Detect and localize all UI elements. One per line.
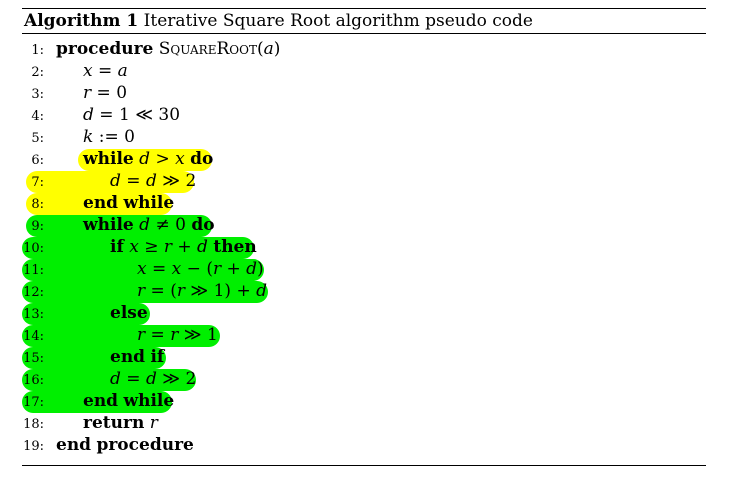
code-text: end if xyxy=(110,347,165,367)
line-number: 18: xyxy=(23,417,44,432)
code-text: while d ≠ 0 do xyxy=(83,215,215,235)
line-number: 11: xyxy=(23,263,44,278)
code-text: return r xyxy=(83,413,158,433)
code-text: k := 0 xyxy=(83,127,135,147)
code-text: r = r ≫ 1 xyxy=(137,325,218,345)
highlight-green-17 xyxy=(22,391,172,413)
highlight-green-12 xyxy=(22,281,268,303)
line-number: 8: xyxy=(31,197,44,212)
line-number: 13: xyxy=(23,307,44,322)
highlight-green-16 xyxy=(22,369,196,391)
line-number: 15: xyxy=(23,351,44,366)
line-number: 9: xyxy=(31,219,44,234)
code-text: end while xyxy=(83,193,175,213)
line-number: 12: xyxy=(23,285,44,300)
line-number: 19: xyxy=(23,439,44,454)
highlight-green-14 xyxy=(22,325,220,347)
highlight-green-9 xyxy=(26,215,212,237)
line-number: 16: xyxy=(23,373,44,388)
code-text: x = a xyxy=(83,61,128,81)
code-text: r = (r ≫ 1) + d xyxy=(137,281,268,301)
highlight-green-13 xyxy=(22,303,150,325)
code-text: else xyxy=(110,303,148,323)
line-number: 14: xyxy=(23,329,44,344)
code-text: d = d ≫ 2 xyxy=(110,369,197,389)
code-text: x = x − (r + d) xyxy=(137,259,264,279)
highlight-yellow-6 xyxy=(78,149,212,171)
highlight-green-10 xyxy=(22,237,254,259)
algorithm-caption: Algorithm 1 Iterative Square Root algori… xyxy=(24,11,533,31)
line-number: 10: xyxy=(23,241,44,256)
highlight-yellow-8 xyxy=(26,193,172,215)
code-text: d = d ≫ 2 xyxy=(110,171,197,191)
caption-label: Algorithm 1 xyxy=(24,11,139,31)
line-number: 17: xyxy=(23,395,44,410)
code-text: procedure SquareRoot(a) xyxy=(56,39,281,59)
line-number: 7: xyxy=(31,175,44,190)
line-number: 4: xyxy=(31,109,44,124)
highlight-yellow-7 xyxy=(26,171,194,193)
highlight-green-11 xyxy=(22,259,264,281)
caption-text: Iterative Square Root algorithm pseudo c… xyxy=(143,11,533,31)
line-number: 1: xyxy=(31,43,44,58)
highlight-green-15 xyxy=(22,347,166,369)
bottom-rule xyxy=(22,465,706,466)
code-text: d = 1 ≪ 30 xyxy=(83,105,181,125)
top-rule xyxy=(22,8,706,9)
line-number: 5: xyxy=(31,131,44,146)
code-text: if x ≥ r + d then xyxy=(110,237,257,257)
line-number: 3: xyxy=(31,87,44,102)
code-text: end procedure xyxy=(56,435,194,455)
code-text: while d > x do xyxy=(83,149,214,169)
caption-rule xyxy=(22,33,706,34)
code-text: end while xyxy=(83,391,175,411)
code-text: r = 0 xyxy=(83,83,128,103)
line-number: 2: xyxy=(31,65,44,80)
line-number: 6: xyxy=(31,153,44,168)
